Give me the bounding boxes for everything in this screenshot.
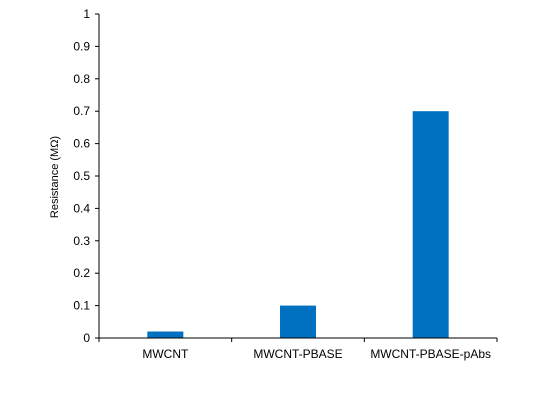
bar-mwcnt-pbase [280, 305, 316, 338]
y-tick-label: 0.9 [73, 39, 90, 53]
y-tick-label: 0.8 [73, 72, 90, 86]
x-category-label: MWCNT-PBASE [253, 347, 342, 361]
y-tick-label: 0.7 [73, 104, 90, 118]
y-tick-label: 1 [83, 7, 90, 21]
bars-group [147, 111, 449, 338]
y-tick-label: 0.6 [73, 137, 90, 151]
y-ticks-group: 0 0.1 0.2 0.3 0.4 0.5 0.6 0.7 0.8 0.9 1 [73, 7, 99, 345]
bar-mwcnt-pbase-pabs [412, 111, 449, 338]
y-tick-label: 0.4 [73, 201, 90, 215]
y-tick-label: 0.3 [73, 234, 90, 248]
x-category-label: MWCNT [142, 347, 189, 361]
y-tick-label: 0.5 [73, 169, 90, 183]
y-axis-title: Resistance (MΩ) [49, 136, 61, 218]
bar-mwcnt [147, 331, 184, 338]
y-tick-label: 0 [83, 331, 90, 345]
x-category-label: MWCNT-PBASE-pAbs [370, 347, 491, 361]
x-ticks-group: MWCNT MWCNT-PBASE MWCNT-PBASE-pAbs [98, 338, 498, 361]
y-tick-label: 0.2 [73, 266, 90, 280]
y-tick-label: 0.1 [73, 299, 90, 313]
